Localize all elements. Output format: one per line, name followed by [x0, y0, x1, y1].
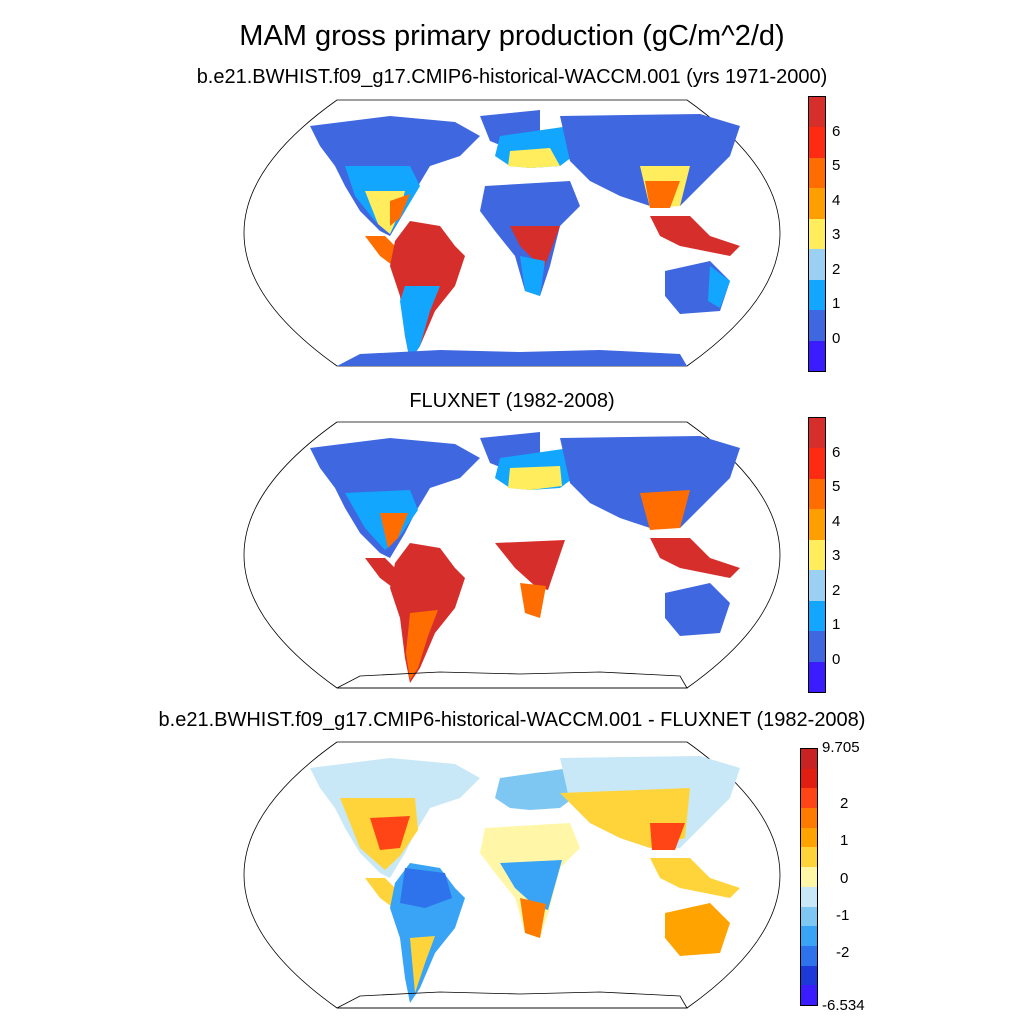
asia-southeast	[640, 490, 690, 530]
antarctica	[337, 350, 687, 366]
cb-label: 5	[832, 478, 841, 495]
cb-swatch	[801, 886, 817, 908]
cb-label: 2	[840, 795, 849, 812]
africa-tropics	[500, 860, 562, 910]
australia-east	[708, 266, 730, 308]
africa-tropics	[495, 540, 565, 590]
cb-label: 1	[832, 295, 841, 312]
map-panel-diff	[243, 741, 781, 1009]
south-america-south	[410, 936, 435, 993]
north-america-temperate	[345, 490, 418, 550]
cb-swatch	[809, 127, 825, 159]
cb-label: 2	[832, 261, 841, 278]
cb-label: 3	[832, 547, 841, 564]
antarctica	[336, 671, 688, 689]
europe	[495, 768, 580, 810]
north-america-southeast	[380, 513, 408, 548]
europe-south	[508, 466, 562, 490]
africa-south	[520, 256, 545, 296]
map-panel-obs	[243, 421, 781, 689]
africa-tropics	[510, 226, 560, 266]
cb-swatch	[809, 249, 825, 281]
maritime-continent	[650, 216, 740, 256]
cb-label: 4	[832, 192, 841, 209]
cb-swatch	[801, 965, 817, 986]
cb-swatch	[801, 749, 817, 770]
cb-label: 2	[832, 582, 841, 599]
australia	[665, 903, 730, 956]
south-america-south	[400, 286, 440, 361]
africa-south	[520, 583, 546, 618]
cb-swatch	[809, 570, 825, 602]
africa-south	[520, 898, 546, 938]
cb-label: 3	[832, 226, 841, 243]
cb-swatch	[809, 97, 825, 128]
cb-swatch	[809, 448, 825, 480]
cb-swatch	[801, 985, 817, 1006]
cb-swatch	[809, 218, 825, 250]
maritime-continent	[650, 858, 740, 898]
cb-label: 6	[832, 123, 841, 140]
cb-swatch	[801, 827, 817, 848]
cb-swatch	[801, 906, 817, 927]
cb-swatch	[801, 788, 817, 809]
cb-label: 0	[832, 651, 841, 668]
main-title: MAM gross primary production (gC/m^2/d)	[239, 20, 785, 52]
cb-label: -2	[836, 944, 850, 961]
cb-swatch	[809, 600, 825, 632]
south-america-amazon	[400, 868, 452, 908]
north-america-southeast	[390, 194, 410, 226]
cb-swatch	[809, 478, 825, 510]
cb-swatch	[809, 279, 825, 311]
asia-southeast	[650, 823, 685, 850]
cb-label: 0	[840, 870, 849, 887]
cb-swatch	[809, 340, 825, 372]
cb-swatch	[801, 808, 817, 829]
cb-swatch	[809, 157, 825, 189]
cb-label: 6	[832, 444, 841, 461]
south-america-south	[406, 610, 438, 680]
map-panel-model	[243, 99, 781, 367]
north-america-east	[370, 816, 410, 850]
cb-swatch	[801, 768, 817, 789]
europe-south	[508, 148, 560, 168]
cb-swatch	[809, 418, 825, 449]
cb-label: 1	[832, 616, 841, 633]
model-gpp-map	[243, 99, 781, 367]
cb-label: 4	[832, 513, 841, 530]
asia-southeast	[645, 181, 680, 208]
cb-swatch	[801, 926, 817, 947]
cb-swatch	[809, 509, 825, 541]
colorbar-obs	[808, 417, 826, 693]
cb-label: -6.534	[822, 997, 865, 1014]
cb-label: 0	[832, 330, 841, 347]
cb-label: 9.705	[822, 739, 860, 756]
cb-label: -1	[836, 907, 850, 924]
asia	[560, 436, 740, 528]
panel-title-diff: b.e21.BWHIST.f09_g17.CMIP6-historical-WA…	[158, 709, 866, 731]
cb-swatch	[809, 539, 825, 571]
cb-swatch	[801, 945, 817, 967]
cb-swatch	[809, 188, 825, 220]
australia	[665, 583, 730, 636]
asia	[560, 114, 740, 206]
panel-title-obs: FLUXNET (1982-2008)	[409, 390, 615, 412]
cb-label: 1	[840, 832, 849, 849]
cb-swatch	[809, 631, 825, 663]
cb-swatch	[801, 847, 817, 868]
fluxnet-gpp-map	[243, 421, 781, 689]
cb-swatch	[809, 661, 825, 693]
cb-swatch	[809, 310, 825, 342]
antarctica	[336, 991, 688, 1009]
colorbar-diff	[800, 748, 818, 1006]
difference-gpp-map	[243, 741, 781, 1009]
panel-title-model: b.e21.BWHIST.f09_g17.CMIP6-historical-WA…	[196, 66, 828, 88]
cb-label: 5	[832, 157, 841, 174]
colorbar-model	[808, 96, 826, 372]
cb-swatch	[801, 867, 817, 888]
maritime-continent	[650, 538, 740, 578]
